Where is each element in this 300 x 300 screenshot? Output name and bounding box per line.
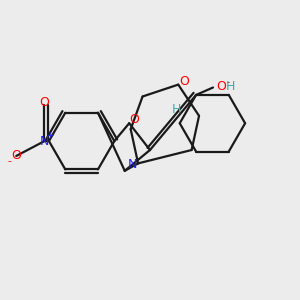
Text: H: H	[171, 103, 181, 116]
Text: -: -	[8, 156, 12, 166]
Text: O: O	[179, 75, 189, 88]
Text: O: O	[216, 80, 226, 92]
Text: N: N	[40, 135, 49, 148]
Text: O: O	[11, 149, 21, 162]
Text: H: H	[226, 80, 236, 93]
Text: O: O	[40, 96, 50, 109]
Text: -: -	[226, 79, 230, 88]
Text: N: N	[128, 158, 137, 171]
Text: O: O	[130, 113, 140, 126]
Text: +: +	[46, 130, 54, 140]
